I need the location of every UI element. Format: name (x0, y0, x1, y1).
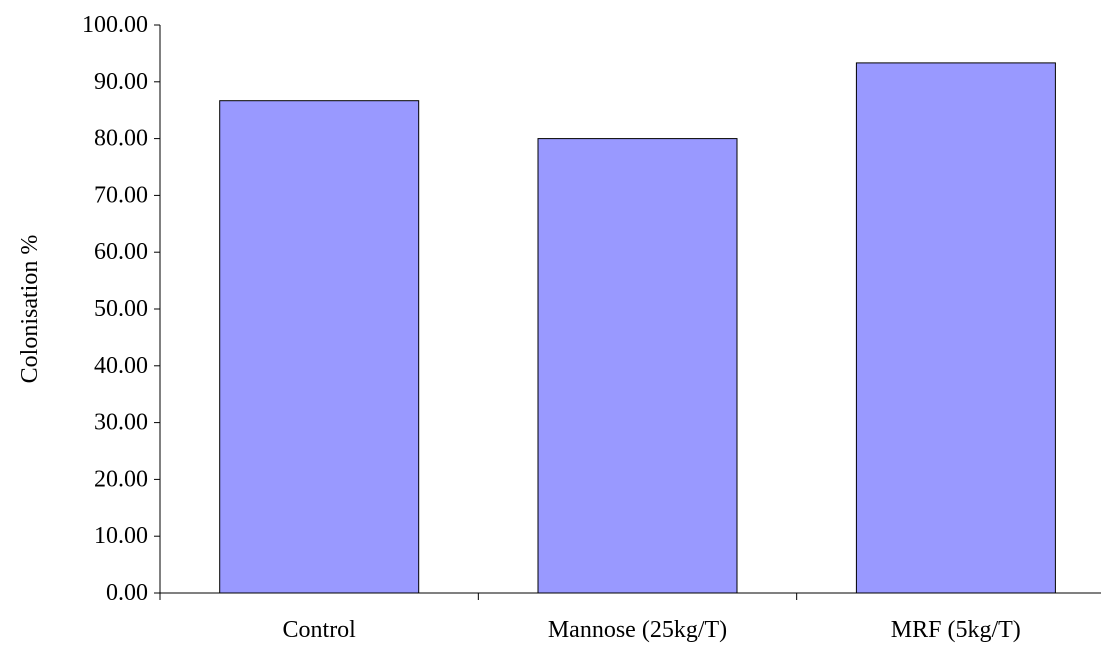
plot-area: 0.00 10.00 20.00 30.00 40.00 50.00 60.00 70.00 8… (82, 12, 1101, 643)
y-tick-label: 40.00 (94, 353, 148, 379)
bar-control (219, 100, 420, 594)
y-tick-label: 70.00 (94, 182, 148, 208)
x-tick-label: Control (283, 617, 357, 643)
y-tick-label: 60.00 (94, 239, 148, 265)
y-tick-label: 0.00 (106, 580, 148, 606)
x-tick-label: Mannose (25kg/T) (548, 617, 727, 643)
bar-mrf-5kg-t (855, 62, 1056, 594)
y-tick-label: 80.00 (94, 126, 148, 152)
y-tick-label: 50.00 (94, 296, 148, 322)
y-tick-label: 10.00 (94, 523, 148, 549)
y-tick-label: 30.00 (94, 410, 148, 436)
y-tick-label: 20.00 (94, 466, 148, 492)
bar-mannose-25kg-t (537, 138, 738, 594)
y-axis-title: Colonisation % (17, 235, 43, 384)
y-tick-label: 100.00 (82, 12, 148, 38)
x-tick-label: MRF (5kg/T) (891, 617, 1021, 643)
y-tick-label: 90.00 (94, 69, 148, 95)
